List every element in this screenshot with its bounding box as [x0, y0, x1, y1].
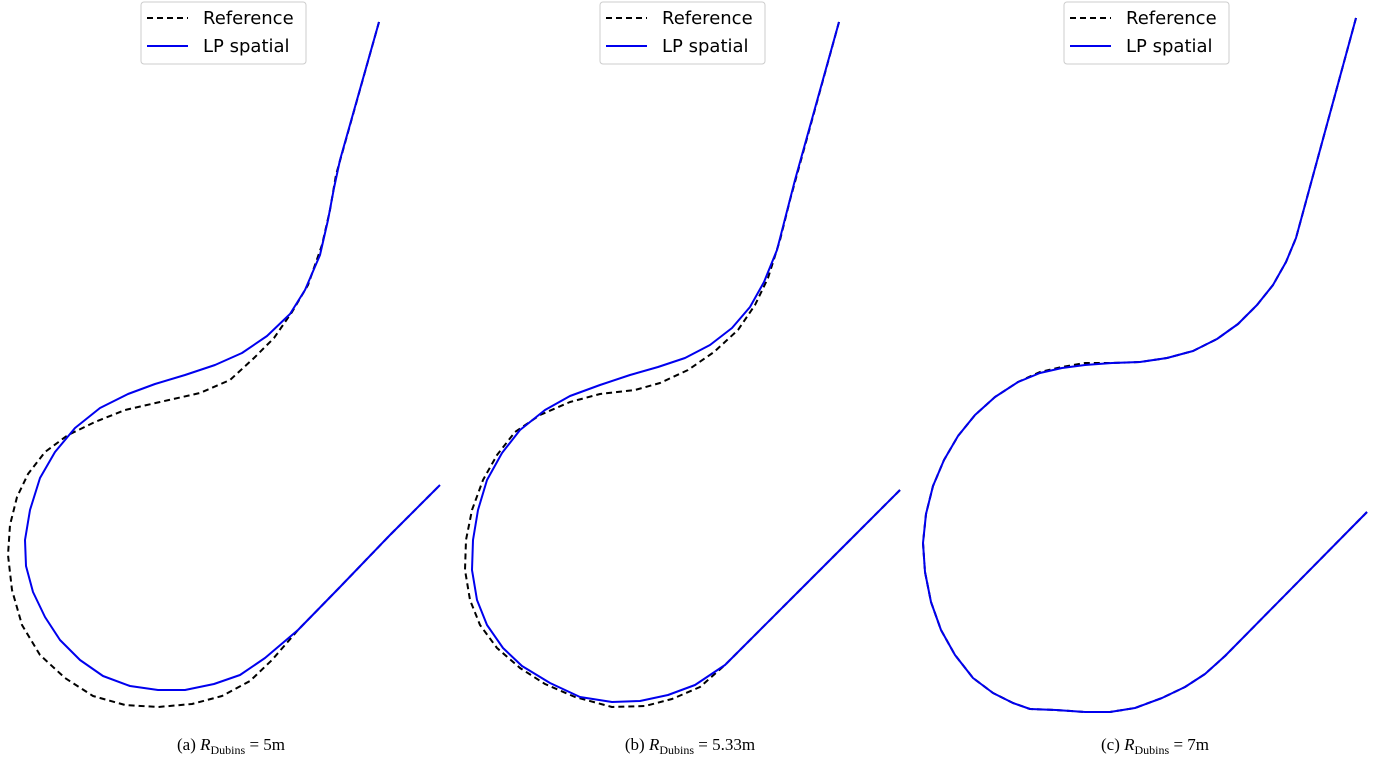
legend-a: Reference LP spatial	[140, 1, 307, 65]
legend-label-reference: Reference	[1126, 8, 1217, 29]
legend-label-lp-spatial: LP spatial	[1126, 36, 1213, 57]
curves-b	[464, 21, 901, 708]
series-line-reference	[7, 21, 441, 708]
caption-prefix: (c)	[1101, 735, 1124, 754]
legend-label-reference: Reference	[203, 8, 294, 29]
caption-symbol: R	[199, 735, 211, 754]
caption-c: (c) RDubins = 7m	[1101, 735, 1209, 757]
caption-prefix: (a)	[177, 735, 200, 754]
series-line-lp-spatial	[922, 17, 1368, 713]
caption-symbol: R	[648, 735, 660, 754]
caption-subscript: Dubins	[211, 743, 246, 757]
caption-suffix: = 5m	[245, 735, 285, 754]
caption-suffix: = 7m	[1169, 735, 1209, 754]
caption-symbol: R	[1123, 735, 1135, 754]
curves-c	[922, 17, 1368, 713]
series-line-reference	[922, 17, 1368, 713]
legend-c: Reference LP spatial	[1063, 1, 1230, 65]
caption-subscript: Dubins	[1135, 743, 1170, 757]
series-line-lp-spatial	[24, 21, 441, 691]
legend-label-lp-spatial: LP spatial	[662, 36, 749, 57]
caption-b: (b) RDubins = 5.33m	[625, 735, 755, 757]
caption-a: (a) RDubins = 5m	[177, 735, 285, 757]
legend-b: Reference LP spatial	[599, 1, 766, 65]
legend-label-lp-spatial: LP spatial	[203, 36, 290, 57]
curves-a	[7, 21, 441, 708]
series-line-lp-spatial	[471, 21, 901, 703]
caption-prefix: (b)	[625, 735, 649, 754]
panel-a: Reference LP spatial (a) RDubins = 5m	[7, 1, 441, 757]
caption-suffix: = 5.33m	[694, 735, 755, 754]
caption-subscript: Dubins	[659, 743, 694, 757]
panel-b: Reference LP spatial (b) RDubins = 5.33m	[464, 1, 901, 757]
legend-label-reference: Reference	[662, 8, 753, 29]
panel-c: Reference LP spatial (c) RDubins = 7m	[922, 1, 1368, 757]
series-line-reference	[464, 21, 901, 708]
